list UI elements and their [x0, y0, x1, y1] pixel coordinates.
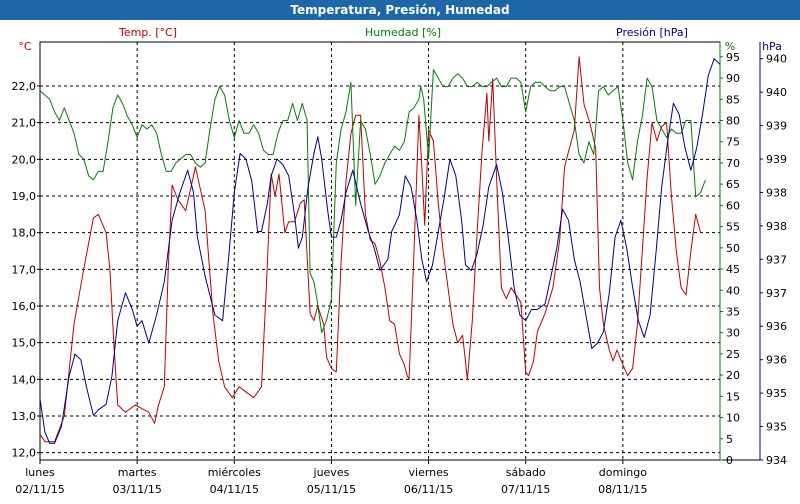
day-date-label: 06/11/15 [404, 483, 453, 496]
hum-tick-label: 40 [726, 284, 740, 297]
day-name-label: lunes [25, 466, 55, 479]
hum-tick-label: 95 [726, 51, 740, 64]
temp-tick-label: 14,0 [12, 373, 37, 386]
press-tick-label: 940 [766, 53, 787, 66]
day-date-label: 05/11/15 [307, 483, 356, 496]
hum-tick-label: 50 [726, 242, 740, 255]
hum-tick-label: 65 [726, 178, 740, 191]
temp-tick-label: 15,0 [12, 337, 37, 350]
temp-unit-label: °C [18, 40, 32, 53]
hum-tick-label: 55 [726, 221, 740, 234]
hum-tick-label: 0 [726, 454, 733, 467]
temp-tick-label: 19,0 [12, 190, 37, 203]
press-series-line [39, 58, 721, 444]
hum-tick-label: 75 [726, 136, 740, 149]
temp-tick-label: 16,0 [12, 300, 37, 313]
day-name-label: viernes [409, 466, 449, 479]
hum-tick-label: 25 [726, 348, 740, 361]
hum-tick-label: 45 [726, 263, 740, 276]
chart-title: Temperatura, Presión, Humedad [290, 3, 510, 17]
day-date-label: 02/11/15 [15, 483, 64, 496]
day-name-label: domingo [599, 466, 647, 479]
temp-axis-label: Temp. [°C] [118, 26, 177, 39]
hum-series-line [39, 69, 706, 334]
hum-axis-label: Humedad [%] [365, 26, 441, 39]
temp-tick-label: 13,0 [12, 410, 37, 423]
temp-tick-label: 18,0 [12, 227, 37, 240]
press-tick-label: 938 [766, 186, 787, 199]
grid-layer [39, 41, 721, 461]
press-tick-label: 935 [766, 387, 787, 400]
day-name-label: jueves [313, 466, 350, 479]
day-date-label: 07/11/15 [501, 483, 550, 496]
press-tick-label: 940 [766, 86, 787, 99]
hum-tick-label: 5 [726, 433, 733, 446]
press-tick-label: 937 [766, 287, 787, 300]
hum-tick-label: 90 [726, 72, 740, 85]
temp-series-line [39, 56, 702, 443]
plot-area [39, 41, 721, 461]
day-date-label: 04/11/15 [210, 483, 259, 496]
press-tick-label: 936 [766, 320, 787, 333]
temp-tick-label: 20,0 [12, 153, 37, 166]
day-date-label: 03/11/15 [112, 483, 161, 496]
press-tick-label: 939 [766, 153, 787, 166]
axes-layer: 12,0 13,0 14,0 15,0 16,0 17,0 18,0 19,0 20,0 21,0… [12, 42, 787, 496]
hum-tick-label: 70 [726, 157, 740, 170]
temp-tick-label: 17,0 [12, 263, 37, 276]
hum-tick-label: 35 [726, 305, 740, 318]
press-tick-label: 938 [766, 220, 787, 233]
hum-unit-label: % [725, 40, 735, 53]
hum-tick-label: 10 [726, 412, 740, 425]
series-layer [39, 56, 721, 444]
press-tick-label: 935 [766, 421, 787, 434]
hum-tick-label: 15 [726, 390, 740, 403]
hum-tick-label: 80 [726, 115, 740, 128]
temp-tick-label: 12,0 [12, 447, 37, 460]
hum-tick-label: 60 [726, 199, 740, 212]
temp-tick-label: 21,0 [12, 117, 37, 130]
day-name-label: martes [118, 466, 157, 479]
day-name-label: miércoles [208, 466, 261, 479]
day-date-label: 08/11/15 [598, 483, 647, 496]
press-tick-label: 936 [766, 354, 787, 367]
press-axis-label: Presión [hPa] [616, 26, 688, 39]
press-tick-label: 939 [766, 120, 787, 133]
press-tick-label: 934 [766, 454, 787, 467]
hum-tick-label: 85 [726, 93, 740, 106]
press-tick-label: 937 [766, 253, 787, 266]
day-name-label: sábado [506, 466, 546, 479]
hum-tick-label: 30 [726, 327, 740, 340]
press-unit-label: hPa [762, 40, 782, 53]
chart-frame: 12,0 13,0 14,0 15,0 16,0 17,0 18,0 19,0 20,0 21,0… [0, 20, 800, 500]
chart-canvas: 12,0 13,0 14,0 15,0 16,0 17,0 18,0 19,0 20,0 21,0… [12, 26, 788, 496]
hum-tick-label: 20 [726, 369, 740, 382]
chart-title-bar: Temperatura, Presión, Humedad [0, 0, 800, 20]
temp-tick-label: 22,0 [12, 80, 37, 93]
